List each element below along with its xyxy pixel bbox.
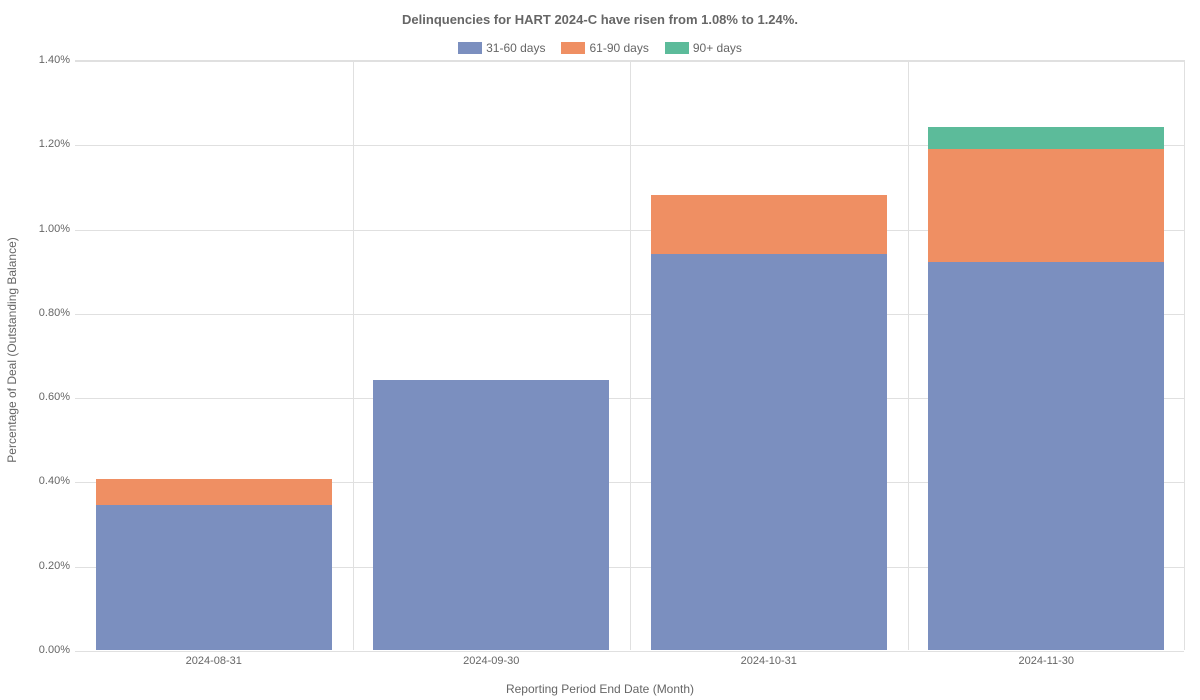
y-tick-label: 1.40% — [10, 54, 70, 66]
gridline-vertical — [353, 61, 354, 650]
bar-group — [928, 127, 1164, 650]
y-tick-label: 0.00% — [10, 644, 70, 656]
x-tick-label: 2024-10-31 — [669, 655, 869, 667]
bar-group — [373, 380, 609, 650]
x-tick-label: 2024-11-30 — [946, 655, 1146, 667]
y-tick-label: 1.20% — [10, 138, 70, 150]
y-axis-title: Percentage of Deal (Outstanding Balance) — [5, 237, 19, 462]
legend-item: 31-60 days — [458, 40, 545, 55]
bar-segment — [928, 262, 1164, 650]
plot-area — [75, 60, 1185, 650]
gridline-vertical — [630, 61, 631, 650]
y-tick-label: 1.00% — [10, 223, 70, 235]
legend-swatch — [665, 42, 689, 54]
legend-swatch — [561, 42, 585, 54]
y-tick-label: 0.20% — [10, 560, 70, 572]
bar-group — [651, 195, 887, 650]
legend-label: 31-60 days — [486, 41, 545, 55]
legend-label: 90+ days — [693, 41, 742, 55]
chart-container: Delinquencies for HART 2024-C have risen… — [0, 0, 1200, 700]
x-axis-title: Reporting Period End Date (Month) — [0, 682, 1200, 696]
bar-segment — [96, 479, 332, 504]
y-tick-label: 0.40% — [10, 475, 70, 487]
legend-label: 61-90 days — [589, 41, 648, 55]
bar-segment — [928, 127, 1164, 148]
legend-item: 61-90 days — [561, 40, 648, 55]
legend-item: 90+ days — [665, 40, 742, 55]
bar-segment — [651, 254, 887, 650]
y-tick-label: 0.60% — [10, 391, 70, 403]
bar-segment — [651, 195, 887, 254]
chart-legend: 31-60 days 61-90 days 90+ days — [0, 40, 1200, 55]
bar-segment — [96, 505, 332, 650]
bar-segment — [373, 380, 609, 650]
gridline-vertical — [908, 61, 909, 650]
legend-swatch — [458, 42, 482, 54]
x-tick-label: 2024-08-31 — [114, 655, 314, 667]
y-tick-label: 0.80% — [10, 307, 70, 319]
bar-segment — [928, 149, 1164, 263]
bar-group — [96, 479, 332, 650]
gridline-horizontal — [75, 651, 1184, 652]
x-tick-label: 2024-09-30 — [391, 655, 591, 667]
chart-title: Delinquencies for HART 2024-C have risen… — [0, 12, 1200, 27]
